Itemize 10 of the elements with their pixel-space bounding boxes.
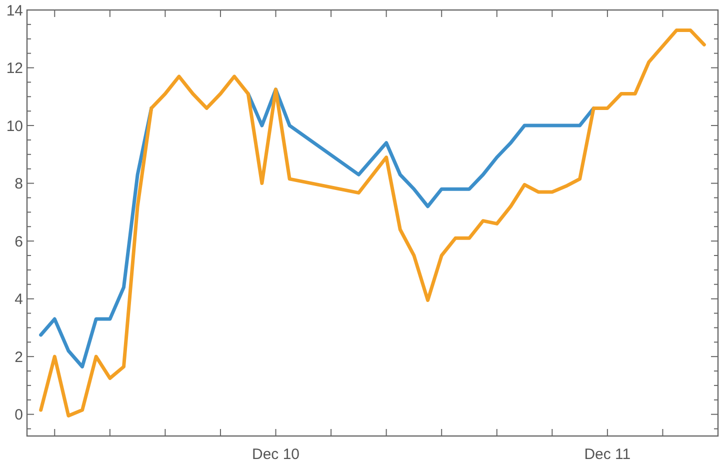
y-tick-label: 12 bbox=[6, 60, 23, 78]
y-tick-label: 10 bbox=[6, 118, 23, 135]
x-tick-label: Dec 11 bbox=[584, 446, 631, 463]
y-tick-label: 14 bbox=[6, 2, 23, 20]
x-tick-label: Dec 10 bbox=[252, 446, 300, 463]
y-tick-label: 0 bbox=[14, 406, 23, 424]
y-tick-label: 2 bbox=[14, 348, 23, 366]
y-tick-label: 8 bbox=[14, 176, 23, 193]
y-tick-label: 4 bbox=[14, 291, 23, 308]
y-tick-label: 6 bbox=[14, 233, 23, 250]
